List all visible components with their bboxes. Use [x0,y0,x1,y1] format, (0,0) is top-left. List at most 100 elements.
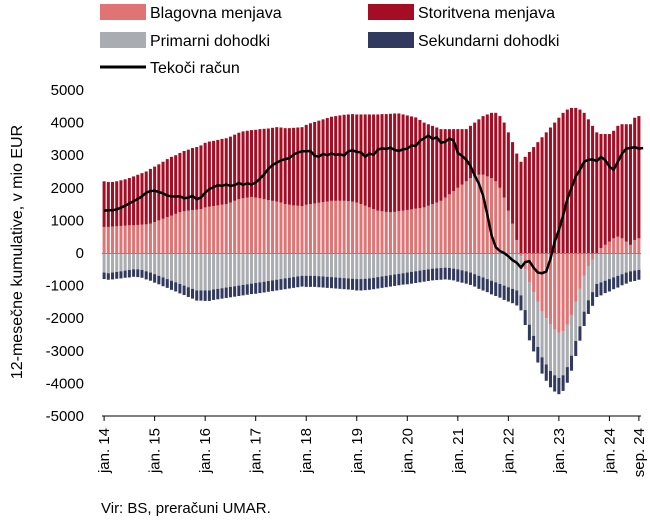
bar-segment [148,253,152,273]
bar-segment [271,253,275,281]
bar-segment [342,114,346,201]
bar-segment [228,253,232,287]
bar-segment [258,253,262,283]
bar-segment [397,273,401,286]
bar-segment [452,268,456,281]
y-tick-label: -4000 [46,375,84,392]
bar-segment [574,253,578,302]
bar-segment [401,114,405,211]
bar-segment [414,271,418,283]
bar-segment [102,181,106,227]
bar-segment [439,253,443,268]
bar-segment [540,357,544,374]
bar-segment [540,137,544,253]
bar-segment [456,129,460,188]
bar-segment [603,134,607,245]
bar-segment [380,253,384,277]
bar-segment [511,253,515,289]
bar-segment [144,224,148,253]
bar-segment [228,136,232,203]
bar-segment [431,268,435,281]
bar-segment [241,253,245,285]
bar-segment [570,253,574,315]
bar-segment [279,127,283,203]
bar-segment [207,141,211,207]
bar-segment [304,124,308,205]
bar-segment [119,180,123,226]
bar-segment [506,210,510,253]
x-tick-label: jan. 20 [399,428,416,474]
bar-segment [153,253,157,275]
bar-segment [254,282,258,294]
bar-segment [376,253,380,278]
bar-segment [106,273,110,280]
bar-segment [599,134,603,249]
bar-segment [296,127,300,206]
bar-segment [578,288,582,327]
bar-segment [616,275,620,288]
bar-segment [296,276,300,288]
bar-segment [140,224,144,253]
bar-segment [595,283,599,298]
bar-segment [384,275,388,288]
bar-segment [119,271,123,279]
bar-segment [565,367,569,383]
bar-segment [586,300,590,314]
bar-segment [191,288,195,299]
bar-segment [186,287,190,298]
bar-segment [132,269,136,277]
bar-segment [418,208,422,253]
bar-segment [498,253,502,284]
x-tick-label: jan. 18 [298,428,315,474]
bar-segment [443,197,447,253]
bar-segment [228,202,232,253]
bar-segment [224,204,228,253]
bar-segment [439,268,443,280]
bar-segment [494,181,498,253]
bar-segment [578,326,582,341]
bar-segment [620,274,624,286]
bar-segment [473,176,477,253]
bar-segment [502,285,506,300]
bar-segment [249,283,253,295]
bar-segment [174,282,178,292]
bar-segment [346,278,350,290]
bar-segment [397,253,401,274]
bar-segment [317,120,321,203]
bar-segment [165,253,169,280]
y-tick-label: -3000 [46,343,84,360]
x-tick-label: jan. 15 [147,428,164,474]
bar-segment [300,253,304,276]
bar-segment [203,253,207,291]
bar-segment [591,259,595,293]
bar-segment [591,253,595,260]
bar-segment [195,209,199,253]
bar-segment [292,205,296,253]
bar-segment [435,253,439,269]
bar-segment [191,148,195,210]
bar-segment [553,253,557,330]
bar-segment [136,269,140,278]
bar-segment [195,290,199,301]
bar-segment [287,128,291,205]
bar-segment [241,284,245,296]
bar-segment [212,206,216,253]
bar-segment [325,118,329,202]
bar-segment [612,277,616,290]
bar-segment [111,272,115,280]
bar-segment [329,116,334,201]
bar-segment [283,253,287,279]
bar-segment [292,253,296,278]
bar-segment [431,204,435,253]
bar-segment [388,275,392,287]
bar-segment [506,132,510,211]
bar-segment [195,253,199,291]
bar-segment [241,131,245,199]
bar-segment [359,204,363,253]
bar-segment [241,198,245,253]
bar-segment [199,253,203,291]
bar-segment [119,225,123,253]
bar-segment [527,151,531,253]
bar-segment [494,253,498,283]
